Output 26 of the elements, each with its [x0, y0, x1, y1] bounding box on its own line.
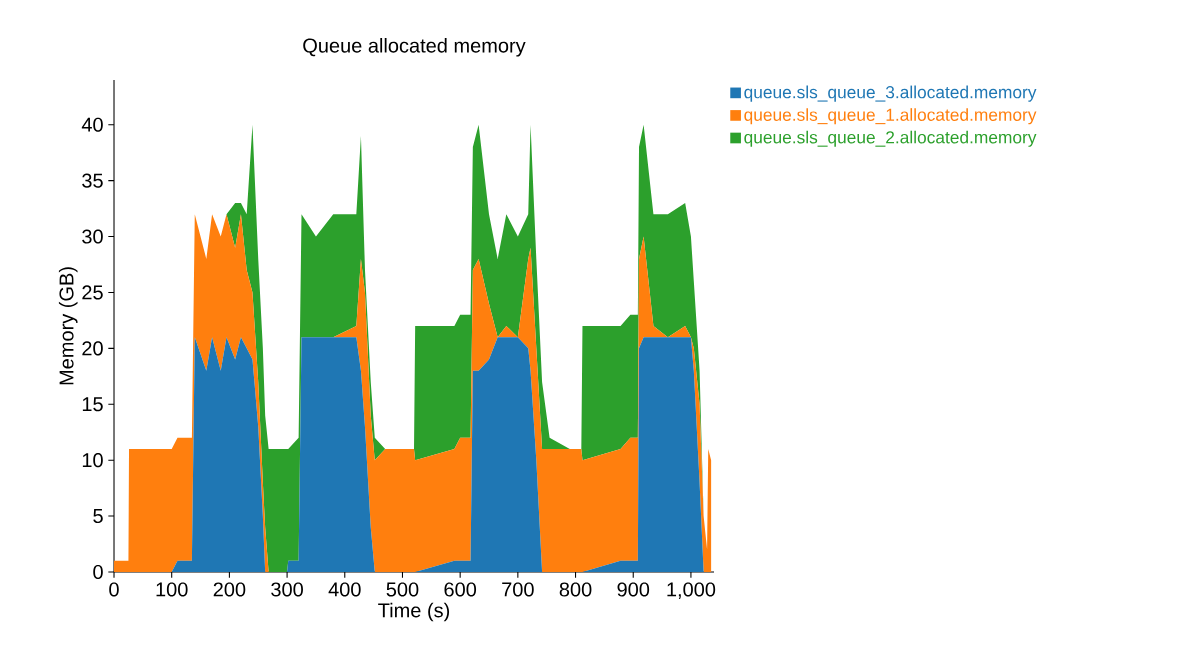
x-axis-title: Time (s)	[378, 602, 450, 622]
x-tick-label: 200	[213, 582, 246, 597]
x-tick-label: 800	[559, 582, 592, 597]
x-tick-label: 100	[156, 582, 188, 597]
y-tick-label: 20	[82, 341, 103, 356]
y-tick-label: 0	[93, 564, 103, 580]
x-tick-label: 600	[444, 582, 477, 597]
y-tick-label: 15	[82, 397, 103, 412]
x-tick-label: 500	[386, 582, 419, 597]
legend-label: queue.sls_queue_2.allocated.memory	[744, 130, 1037, 147]
y-tick-label: 35	[82, 173, 103, 188]
x-tick-label: 400	[328, 582, 361, 597]
x-tick-label: 0	[109, 582, 119, 597]
y-tick-label: 25	[82, 285, 103, 300]
x-tick-label: 300	[271, 582, 303, 597]
x-tick-label: 900	[617, 582, 650, 597]
legend-label: queue.sls_queue_1.allocated.memory	[744, 108, 1037, 125]
y-tick-label: 30	[82, 229, 103, 244]
y-tick-label: 5	[93, 509, 103, 524]
x-tick-label: 700	[502, 582, 534, 597]
y-tick-label: 40	[81, 117, 103, 132]
y-tick-label: 10	[82, 453, 103, 468]
x-tick-label: 1,000	[667, 582, 716, 599]
chart-title: Queue allocated memory	[303, 37, 526, 57]
legend-label: queue.sls_queue_3.allocated.memory	[744, 85, 1037, 102]
y-axis-title: Memory (GB)	[58, 267, 78, 385]
